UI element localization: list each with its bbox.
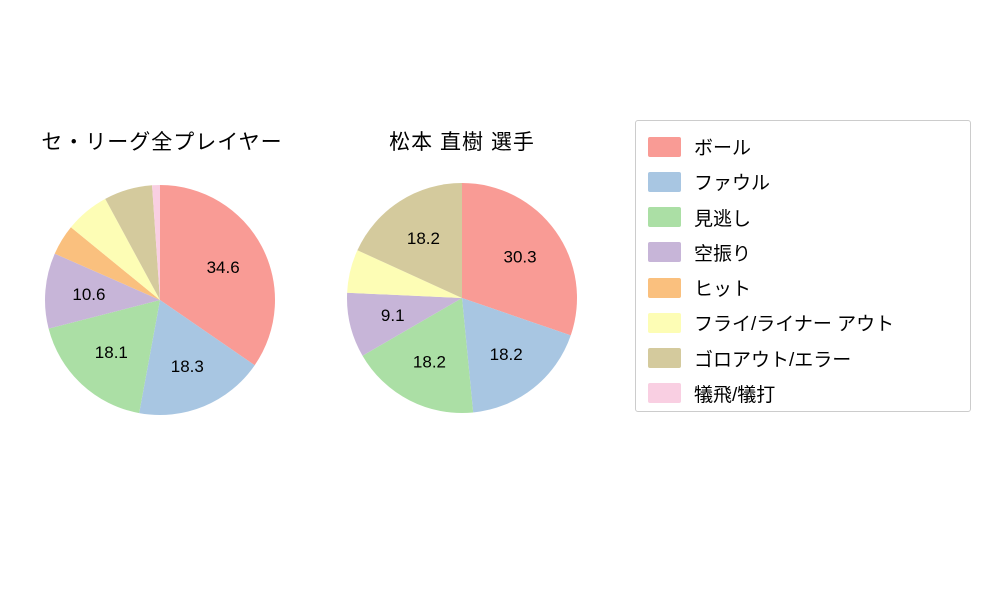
pie-slice-ball xyxy=(462,183,577,336)
legend-label-foul: ファウル xyxy=(694,173,771,195)
pie-value-label-swinging-strike: 10.6 xyxy=(72,285,105,304)
pie-slice-called-strike xyxy=(362,298,474,413)
pie-slice-ground-out-error xyxy=(357,183,462,298)
right-pie-title: 松本 直樹 選手 xyxy=(389,131,535,154)
legend-swatch-foul xyxy=(648,171,681,192)
pie-slice-foul xyxy=(139,300,255,415)
pie-value-label-ball: 34.6 xyxy=(207,258,240,277)
legend-swatch-fly-liner-out xyxy=(648,312,681,333)
pie-slice-hit xyxy=(54,227,160,300)
pie-slice-ground-out-error xyxy=(105,185,160,300)
legend-item-foul: ファウル xyxy=(648,164,970,199)
legend-item-hit: ヒット xyxy=(648,270,970,305)
pie-slice-swinging-strike xyxy=(44,253,160,329)
left-pie-chart: 34.6 18.3 18.1 10.6 xyxy=(44,185,275,415)
legend-label-fly-liner-out: フライ/ライナー アウト xyxy=(694,314,895,336)
pie-value-label-foul: 18.2 xyxy=(490,345,523,364)
legend: ボールファウル見逃し空振りヒットフライ/ライナー アウト ゴロアウト/エラー 犠飛/… xyxy=(635,120,971,412)
pie-slice-sacrifice-fly-bunt xyxy=(152,185,160,300)
legend-item-sacrifice-fly-bunt: 犠飛/犠打 xyxy=(648,376,970,411)
legend-swatch-sacrifice-fly-bunt xyxy=(648,383,681,404)
legend-item-ball: ボール xyxy=(648,129,970,164)
legend-item-called-strike: 見逃し xyxy=(648,200,970,235)
legend-swatch-ground-out-error xyxy=(648,348,681,369)
legend-label-swinging-strike: 空振り xyxy=(694,243,752,265)
legend-swatch-called-strike xyxy=(648,207,681,228)
legend-label-called-strike: 見逃し xyxy=(694,208,752,230)
pie-slice-called-strike xyxy=(48,300,160,414)
legend-swatch-swinging-strike xyxy=(648,242,681,263)
right-pie-chart: 30.3 18.2 18.2 9.1 18.2 xyxy=(347,183,577,413)
legend-swatch-ball xyxy=(648,136,681,157)
pie-slice-fly-liner-out xyxy=(347,250,462,298)
legend-item-ground-out-error: ゴロアウト/エラー xyxy=(648,341,970,376)
pie-value-label-ball: 30.3 xyxy=(503,248,536,267)
left-pie-title: セ・リーグ全プレイヤー xyxy=(41,131,283,154)
pie-slice-fly-liner-out xyxy=(70,198,160,300)
legend-item-fly-liner-out: フライ/ライナー アウト xyxy=(648,305,970,340)
pie-value-label-called-strike: 18.1 xyxy=(95,343,128,362)
legend-label-hit: ヒット xyxy=(694,279,752,301)
pie-slice-foul xyxy=(462,298,571,413)
pie-value-label-foul: 18.3 xyxy=(171,357,204,376)
pie-slice-swinging-strike xyxy=(347,292,462,356)
legend-item-swinging-strike: 空振り xyxy=(648,235,970,270)
pie-slice-ball xyxy=(160,185,275,366)
legend-label-ground-out-error: ゴロアウト/エラー xyxy=(694,349,852,371)
pie-value-label-called-strike: 18.2 xyxy=(413,352,446,371)
legend-label-sacrifice-fly-bunt: 犠飛/犠打 xyxy=(694,384,776,406)
pie-value-label-swinging-strike: 9.1 xyxy=(381,306,405,325)
pie-value-label-ground-out-error: 18.2 xyxy=(407,229,440,248)
legend-label-ball: ボール xyxy=(694,138,752,160)
legend-swatch-hit xyxy=(648,277,681,298)
